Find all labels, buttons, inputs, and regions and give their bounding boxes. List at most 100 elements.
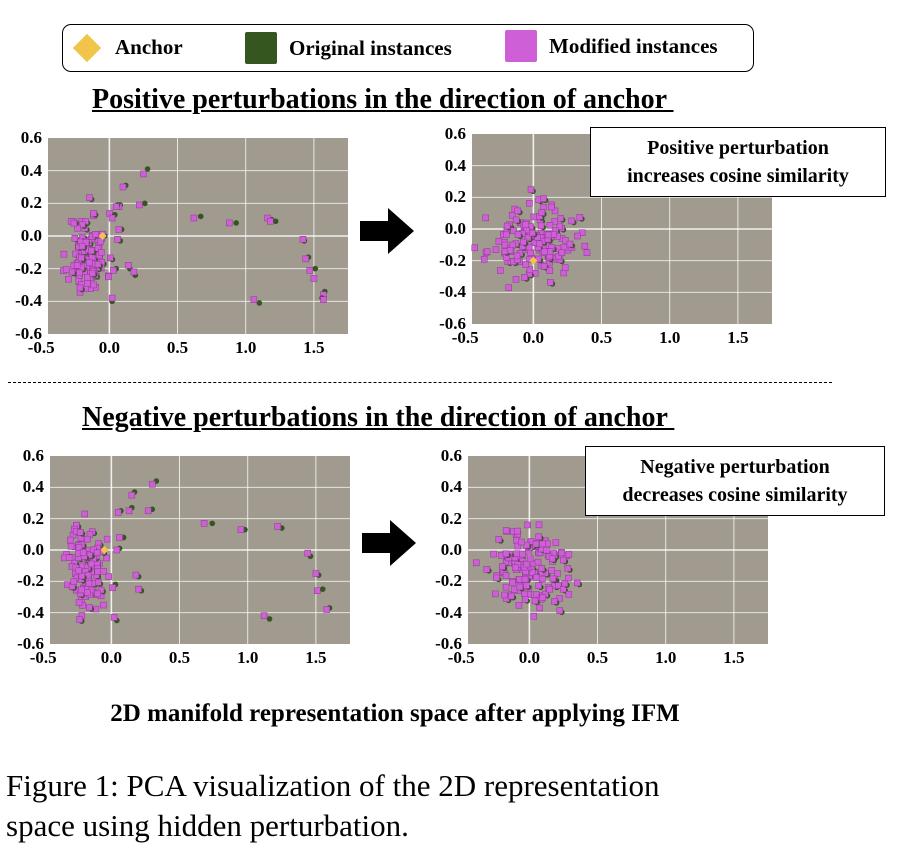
y-tick-label: -0.6 [435, 634, 462, 653]
original-point [209, 520, 216, 527]
y-tick-label: 0.2 [440, 508, 462, 528]
modified-point [482, 214, 489, 222]
modified-point [534, 558, 542, 566]
modified-point [267, 218, 274, 225]
modified-point [525, 243, 533, 251]
negative-annotation-box: Negative perturbation decreases cosine s… [585, 446, 885, 516]
modified-point [537, 222, 545, 230]
modified-point [526, 266, 534, 274]
modified-point [529, 569, 536, 576]
original-point [142, 200, 148, 207]
modified-point [84, 535, 91, 543]
legend-label-anchor: Anchor [115, 35, 183, 59]
negative-section-title: Negative perturbations in the direction … [82, 402, 675, 433]
modified-point [135, 585, 142, 593]
legend-label-modified: Modified instances [549, 33, 718, 58]
modified-point [519, 550, 526, 558]
x-tick-label: 0.5 [590, 328, 613, 347]
modified-point [512, 275, 520, 283]
annotation-line: decreases cosine similarity [622, 484, 848, 506]
y-tick-label: -0.6 [15, 324, 42, 343]
modified-point [103, 535, 111, 543]
figure-caption: Figure 1: PCA visualization of the 2D re… [6, 766, 806, 846]
modified-point [514, 527, 521, 535]
modified-point [514, 207, 522, 215]
annotation-line: Positive perturbation [647, 137, 829, 159]
modified-point [574, 579, 581, 587]
modified-point [532, 540, 540, 548]
modified-point [514, 231, 522, 238]
original-point [197, 213, 204, 220]
modified-point [554, 582, 562, 589]
modified-point [480, 255, 488, 263]
modified-point [483, 565, 491, 573]
modified-point [73, 262, 81, 269]
modified-point [561, 580, 569, 587]
modified-point [502, 527, 510, 534]
modified-point [555, 253, 562, 260]
original-square-icon [245, 32, 277, 64]
annotation-line: increases cosine similarity [627, 165, 849, 187]
modified-point [527, 249, 534, 256]
modified-point [250, 296, 258, 303]
modified-point [94, 245, 102, 252]
modified-point [548, 203, 555, 211]
y-tick-label: 0.2 [20, 193, 42, 213]
modified-point [144, 507, 152, 515]
modified-point [97, 586, 105, 594]
original-point [256, 300, 263, 306]
modified-point [509, 579, 516, 586]
dashed-divider [8, 382, 832, 383]
modified-point [125, 262, 132, 269]
modified-point [76, 284, 84, 292]
modified-point [538, 565, 546, 572]
x-tick-label: 1.0 [655, 648, 677, 667]
modified-point [581, 242, 589, 250]
right-arrow-icon [362, 520, 416, 566]
modified-point [105, 573, 112, 580]
original-point [312, 265, 319, 272]
modified-point [566, 240, 574, 248]
modified-point [71, 234, 79, 242]
x-tick-label: 0.0 [522, 328, 544, 347]
modified-point [98, 249, 105, 256]
modified-point [116, 534, 123, 541]
modified-point [546, 585, 554, 593]
modified-point [524, 234, 532, 241]
modified-point [100, 567, 107, 575]
modified-point [568, 217, 576, 225]
modified-point [78, 586, 85, 594]
x-tick-label: 1.0 [235, 338, 257, 357]
modified-point [76, 269, 83, 277]
modified-point [110, 267, 117, 274]
modified-point [75, 599, 83, 606]
modified-point [556, 223, 563, 230]
modified-point [521, 576, 529, 583]
modified-point [492, 246, 500, 253]
positive-annotation-box: Positive perturbation increases cosine s… [590, 127, 886, 197]
modified-point [314, 587, 321, 594]
modified-point [503, 231, 510, 239]
modified-point [92, 231, 99, 238]
modified-point [573, 232, 581, 240]
scatter-plot-svg [50, 456, 350, 644]
modified-point [529, 229, 536, 237]
modified-point [471, 244, 478, 252]
x-tick-label: 0.0 [100, 648, 122, 667]
legend: Anchor Original instances Modified insta… [62, 24, 754, 72]
modified-point [76, 616, 83, 623]
modified-point [544, 231, 552, 239]
modified-point [109, 584, 116, 591]
modified-point [505, 284, 512, 291]
modified-point [532, 591, 540, 598]
modified-point [515, 602, 523, 609]
modified-point [66, 536, 74, 544]
modified-point [535, 533, 543, 541]
modified-point [140, 170, 147, 178]
y-tick-label: 0.2 [22, 508, 44, 528]
modified-point [543, 546, 550, 554]
modified-point [299, 236, 307, 243]
modified-point [115, 226, 123, 233]
modified-point [499, 563, 506, 570]
y-tick-label: 0.0 [440, 540, 462, 559]
